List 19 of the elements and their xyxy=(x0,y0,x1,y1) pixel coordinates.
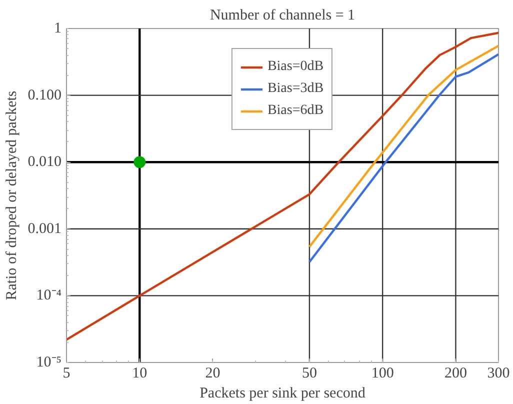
y-axis-title: Ratio of droped or delayed packets xyxy=(4,90,20,300)
y-tick-label: 0.100 xyxy=(28,87,62,104)
legend-label: Bias=6dB xyxy=(267,103,324,119)
x-tick-label: 50 xyxy=(302,366,317,382)
y-tick-label: 10⁻⁴ xyxy=(36,288,62,304)
x-tick-label: 200 xyxy=(444,366,467,382)
x-tick-label: 300 xyxy=(487,366,510,382)
x-tick-label: 10 xyxy=(132,366,148,382)
legend-label: Bias=0dB xyxy=(267,59,324,75)
legend-label: Bias=3dB xyxy=(267,81,324,97)
y-tick-label: 10⁻⁵ xyxy=(36,354,62,370)
x-axis-title: Packets per sink per second xyxy=(200,386,366,402)
x-tick-label: 100 xyxy=(371,366,394,382)
x-tick-label: 5 xyxy=(62,366,70,382)
y-tick-label: 0.001 xyxy=(28,220,62,237)
y-tick-label: 0.010 xyxy=(28,154,62,170)
x-tick-label: 20 xyxy=(205,366,220,382)
y-tick-label: 1 xyxy=(54,20,62,36)
chart-title: Number of channels = 1 xyxy=(210,8,356,24)
